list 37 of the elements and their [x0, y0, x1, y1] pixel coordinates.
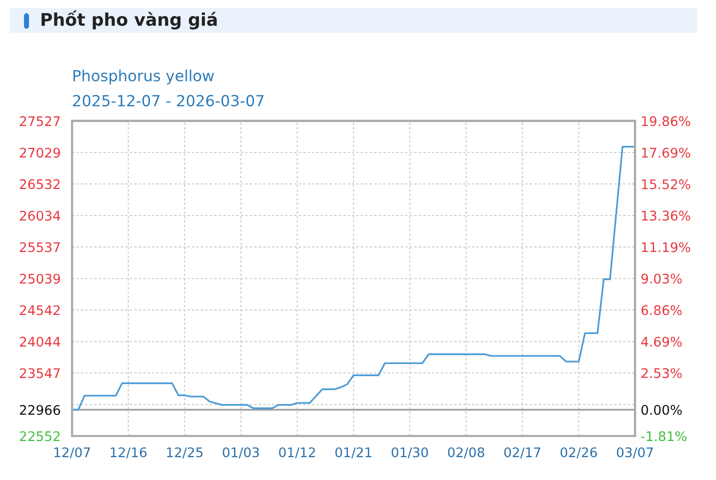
x-tick-label: 02/17 — [504, 447, 540, 458]
chart-subtitle: Phosphorus yellow — [74, 70, 214, 84]
y-tick-label: 26034 — [20, 210, 60, 221]
text: 2025-12-07 - 2026-03-07 — [73, 94, 264, 106]
y2-tick-label: 11.19% — [642, 242, 690, 252]
y2-tick-label: -1.81% — [641, 431, 687, 442]
x-tick-label: 01/12 — [279, 447, 315, 458]
y-tick-label: 24542 — [20, 305, 60, 316]
x-tick-label: 03/07 — [616, 447, 653, 458]
y-tick-label: 22966 — [20, 404, 60, 415]
y-tick-label: 26532 — [20, 179, 60, 190]
y-tick-label: 24044 — [20, 336, 60, 347]
x-tick-label: 01/03 — [222, 447, 259, 458]
y2-tick-label: 17.69% — [642, 148, 690, 158]
y2-tick-label: 19.86% — [642, 116, 690, 126]
y2-tick-label: 6.86% — [641, 305, 682, 316]
y-tick-label: 25537 — [20, 242, 60, 252]
x-tick-label: 02/26 — [560, 447, 597, 458]
y2-tick-label: 4.69% — [641, 336, 682, 347]
x-tick-label: 02/08 — [448, 447, 484, 458]
y2-tick-label: 13.36% — [642, 210, 690, 221]
y2-tick-label: 2.53% — [642, 368, 682, 378]
line-series — [72, 146, 636, 411]
y-tick-label: 25039 — [20, 274, 60, 284]
y-tick-label: 27029 — [20, 148, 60, 158]
y2-tick-label: 9.03% — [641, 274, 682, 284]
y2-tick-label: 0.00% — [641, 404, 682, 415]
x-tick-label: 01/21 — [335, 447, 372, 458]
y2-tick-label: 15.52% — [642, 179, 690, 190]
y-tick-label: 27527 — [20, 116, 60, 126]
x-tick-label: 12/07 — [54, 447, 90, 458]
x-tick-label: 12/16 — [110, 447, 147, 458]
x-tick-label: 01/30 — [392, 447, 428, 458]
x-tick-label: 12/25 — [167, 447, 202, 458]
chart-title: Phốt pho vàng giá — [42, 10, 217, 30]
y-tick-label: 23547 — [20, 368, 60, 378]
y-tick-label: 22552 — [20, 431, 60, 442]
